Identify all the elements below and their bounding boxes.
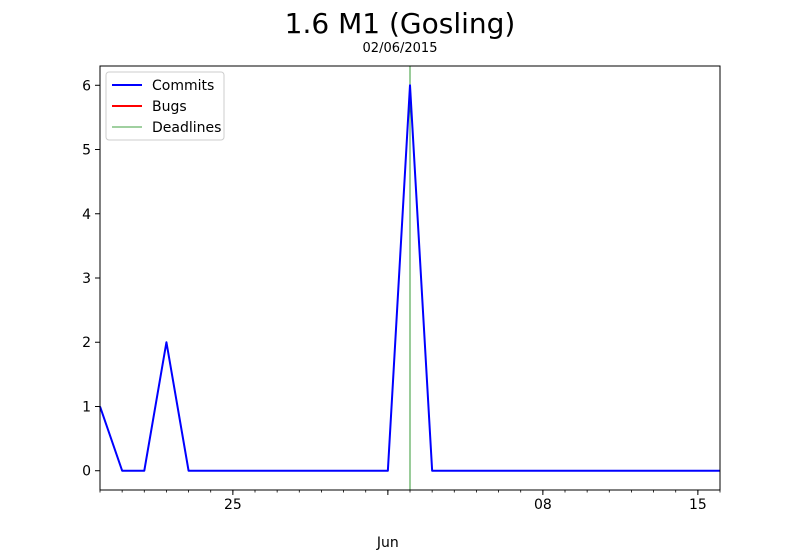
x-tick-label: 08: [534, 497, 552, 513]
y-tick-label: 3: [82, 271, 91, 287]
y-tick-label: 6: [82, 78, 91, 94]
series-line-commits: [99, 84, 720, 472]
plot-area: [99, 66, 720, 490]
chart-title: 1.6 M1 (Gosling): [285, 7, 516, 40]
legend-label-commits: Commits: [152, 78, 214, 94]
x-tick-label: 15: [689, 497, 707, 513]
axes: 0 1 2 3 4 5 6 25 08 15 Jun: [82, 65, 721, 550]
y-tick-label: 1: [82, 399, 91, 415]
legend-box: [105, 71, 225, 141]
y-tick-label: 0: [82, 464, 91, 480]
legend: Commits Bugs Deadlines: [105, 71, 225, 141]
y-tick-label: 5: [82, 143, 91, 159]
y-tick-label: 2: [82, 335, 91, 351]
x-tick-label: 25: [224, 497, 242, 513]
chart-subtitle: 02/06/2015: [363, 41, 438, 56]
x-month-label: Jun: [376, 535, 399, 550]
legend-label-bugs: Bugs: [152, 99, 187, 115]
legend-label-deadlines: Deadlines: [152, 120, 221, 136]
y-tick-label: 4: [82, 207, 91, 223]
